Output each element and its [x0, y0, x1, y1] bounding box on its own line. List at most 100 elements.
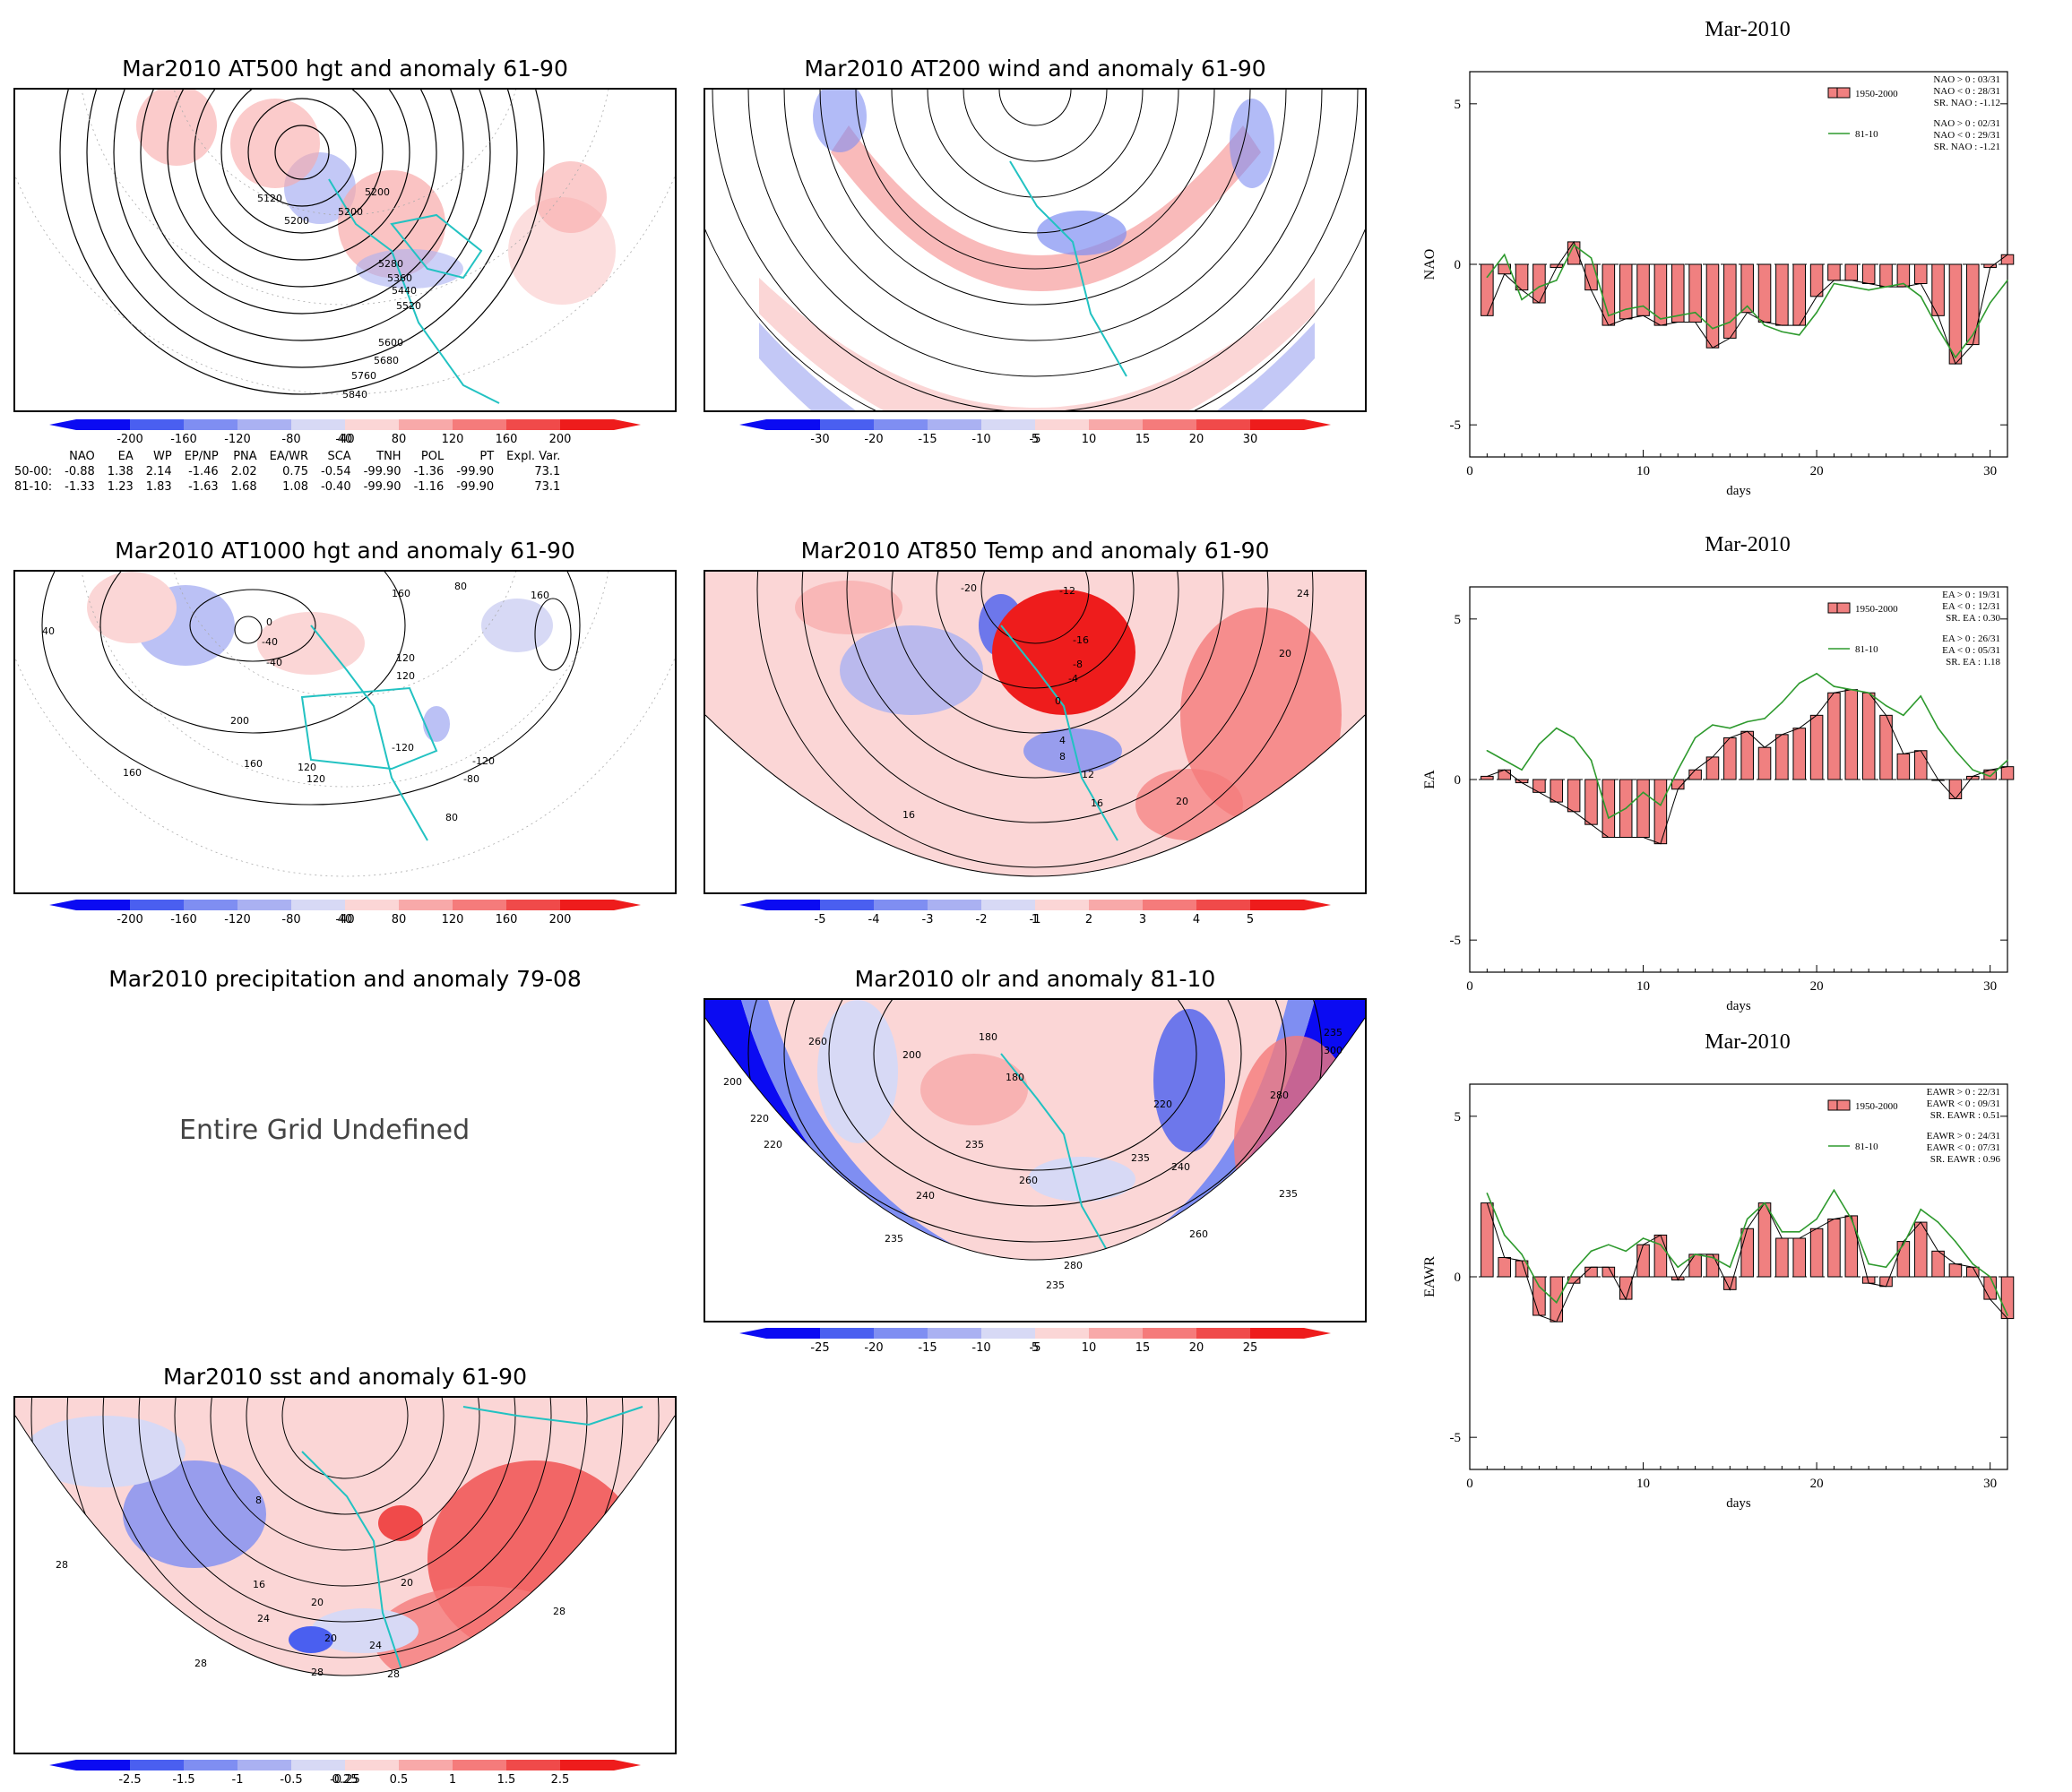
series-81-10-point: [1764, 324, 1766, 326]
bar: [2000, 766, 2015, 780]
colorbar-tick-label: -120: [224, 913, 251, 926]
bar: [1844, 1215, 1859, 1278]
series-81-10-point: [1625, 1250, 1627, 1253]
x-tick-label: 0: [1466, 464, 1473, 478]
colorbar-tick-label: 5: [1032, 433, 1039, 446]
colorbar-tick-label: 200: [549, 913, 572, 926]
contour-label: -120: [392, 742, 414, 754]
x-tick-label: 20: [1810, 464, 1824, 478]
bar: [1861, 263, 1876, 284]
bar: [1913, 750, 1928, 780]
colorbar-tick-label: 0.5: [390, 1773, 409, 1787]
bar: [1896, 753, 1911, 780]
contour-label: 20: [324, 1633, 337, 1644]
colorbar-tick-label: -10: [971, 1341, 990, 1355]
series-81-10-point: [1573, 1270, 1575, 1271]
series-81-10-point: [1573, 244, 1575, 246]
series-81-10-point: [1989, 302, 1991, 304]
colorbar-tick-label: -2.5: [118, 1773, 141, 1787]
index-table-header: NAO EA WP EP/NP PNA EA/WR SCA TNH POL PT…: [9, 450, 565, 463]
col-header: SCA: [327, 450, 351, 463]
contour-label: 5200: [284, 215, 309, 227]
bar: [1757, 746, 1772, 780]
table-row: 81-10: -1.33 1.23 1.83 -1.63 1.68 1.08 -…: [9, 480, 565, 494]
colorbar-segment: [184, 1760, 237, 1770]
colorbar-tick-label: 120: [442, 433, 464, 446]
colorbar-tick-label: -200: [117, 913, 143, 926]
contour-label: 260: [808, 1036, 827, 1047]
table-cell: -1.36: [413, 465, 445, 478]
contour-label: 160: [244, 758, 263, 770]
series-81-10-point: [1694, 1254, 1696, 1255]
series-81-10-point: [1972, 1262, 1974, 1265]
col-header: [9, 450, 57, 463]
bar: [1550, 779, 1564, 803]
map-frame: 200 220 220 240 260 180 200 235 235 235 …: [704, 998, 1367, 1322]
colorbar-segment: [1196, 1328, 1250, 1339]
x-tick-label: 10: [1636, 979, 1650, 994]
x-tick-label: 30: [1983, 464, 1997, 478]
series-81-10-point: [1608, 817, 1610, 819]
contour-label: 235: [1279, 1188, 1298, 1200]
bar: [2000, 1276, 2015, 1320]
series-81-10-point: [1972, 334, 1974, 336]
colorbar-tick-label: -200: [117, 433, 143, 446]
contour-label: 200: [230, 715, 249, 727]
series-81-10-point: [1521, 769, 1523, 771]
contour-label: 40: [42, 625, 55, 637]
colorbar-segment: [130, 1760, 184, 1770]
bar: [1827, 1219, 1841, 1278]
legend-label: 81-10: [1855, 644, 1878, 655]
contour-label: -12: [1059, 585, 1075, 597]
table-cell: -0.88: [65, 465, 95, 478]
x-tick-label: 30: [1983, 979, 1997, 994]
series-81-10-point: [1521, 298, 1523, 301]
colorbar-segment: [874, 419, 928, 430]
colorbar-segment: [399, 419, 453, 430]
colorbar-segment: [453, 900, 506, 910]
colorbar-arrow-right: [614, 1760, 641, 1770]
bar: [1827, 263, 1841, 281]
contour-label: 120: [298, 762, 316, 773]
legend-stat: EAWR > 0 : 24/31: [1927, 1131, 2000, 1142]
bar: [1584, 779, 1598, 825]
colorbar-segment: [1035, 900, 1089, 910]
series-81-10-point: [1764, 718, 1766, 719]
contour-label: 5120: [257, 193, 282, 204]
bar: [1636, 263, 1650, 316]
y-axis-label: EAWR: [1422, 1256, 1437, 1297]
map-frame: -40 -40 0 80 160 120 120 160 200 160 120…: [13, 570, 677, 894]
table-row: 50-00: -0.88 1.38 2.14 -1.46 2.02 0.75 -…: [9, 465, 565, 478]
contour-label: -80: [463, 773, 479, 785]
series-81-10-point: [1660, 804, 1662, 806]
bar: [1879, 263, 1893, 288]
series-81-10-point: [1608, 314, 1610, 317]
series-81-10-point: [1851, 286, 1852, 288]
series-81-10-point: [1486, 749, 1489, 752]
series-81-10-point: [1729, 727, 1731, 729]
col-header: TNH: [376, 450, 401, 463]
legend-stat: SR. EA : 0.30: [1946, 613, 2000, 624]
colorbar-tick-label: -80: [281, 913, 300, 926]
colorbar-arrow-right: [614, 419, 641, 430]
colorbar-tick-label: -2: [976, 913, 988, 926]
colorbar-tick-label: 1: [449, 1773, 456, 1787]
series-81-10-point: [1833, 685, 1835, 687]
colorbar-segment: [130, 419, 184, 430]
colorbar-tick-label: 20: [1189, 1341, 1204, 1355]
legend-swatch-bar: [1836, 1099, 1851, 1111]
table-cell: 1.08: [282, 480, 309, 494]
bar: [1775, 1237, 1789, 1278]
contour-label: 120: [306, 773, 325, 785]
colorbar-segment: [874, 1328, 928, 1339]
colorbar-segment: [981, 900, 1035, 910]
colorbar-tick-label: -1.5: [172, 1773, 194, 1787]
contour-label: 180: [979, 1031, 997, 1043]
colorbar-tick-label: -0.5: [280, 1773, 302, 1787]
contour-label: 28: [56, 1559, 68, 1571]
series-81-10-point: [1608, 1244, 1610, 1245]
colorbar-segment: [820, 900, 874, 910]
colorbar-segment: [1250, 419, 1304, 430]
contour-label: 5520: [396, 300, 421, 312]
table-cell: -99.90: [363, 465, 401, 478]
